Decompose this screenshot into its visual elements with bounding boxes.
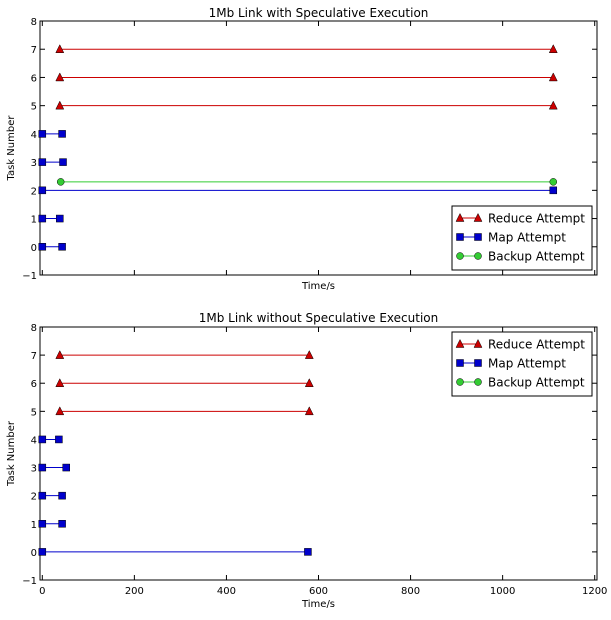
series-reduce-attempt <box>55 44 558 110</box>
square-marker <box>38 520 47 528</box>
y-tick-label: 7 <box>31 351 37 362</box>
circle-marker <box>474 252 482 260</box>
square-marker <box>549 186 558 195</box>
triangle-marker <box>55 378 65 387</box>
legend-label: Map Attempt <box>488 357 566 371</box>
square-marker <box>58 243 66 251</box>
square-marker <box>38 435 47 444</box>
square-marker <box>59 158 67 166</box>
y-tick-label: 3 <box>31 464 37 475</box>
triangle-marker <box>55 100 65 110</box>
triangle-marker <box>304 378 314 387</box>
square-marker <box>38 548 47 556</box>
y-tick-label: 8 <box>31 17 37 28</box>
square-marker <box>304 548 312 556</box>
triangle-marker <box>55 44 65 53</box>
y-tick-label: 2 <box>31 186 37 197</box>
circle-marker <box>549 178 558 186</box>
triangle-marker <box>473 338 483 348</box>
series-map-attempt <box>38 435 312 556</box>
circle-marker <box>456 378 464 386</box>
square-marker <box>456 359 464 367</box>
y-tick-label: 5 <box>31 407 37 418</box>
y-tick-label: 5 <box>31 102 37 113</box>
square-marker <box>58 520 66 528</box>
y-tick-label: 2 <box>31 492 37 503</box>
triangle-marker <box>548 100 558 110</box>
x-tick-label: 1200 <box>582 586 607 597</box>
y-tick-label: 7 <box>31 45 37 56</box>
square-marker <box>38 186 47 195</box>
series-map-attempt <box>38 130 558 251</box>
series-backup-attempt <box>56 178 558 186</box>
triangle-marker <box>304 350 314 359</box>
square-marker <box>38 243 47 251</box>
x-tick-label: 0 <box>39 586 45 597</box>
square-marker <box>474 233 482 241</box>
x-tick-label: 400 <box>217 586 236 597</box>
square-marker <box>62 463 70 472</box>
y-axis-label: Task Number <box>6 115 17 182</box>
triangle-marker <box>55 72 65 82</box>
square-marker <box>38 463 47 472</box>
square-marker <box>38 491 47 500</box>
x-tick-label: 1000 <box>490 586 515 597</box>
square-marker <box>38 158 47 166</box>
circle-marker <box>456 252 464 260</box>
triangle-marker <box>548 72 558 82</box>
circle-marker <box>56 178 65 186</box>
square-marker <box>38 214 47 223</box>
square-marker <box>38 130 47 138</box>
x-axis-label: Time/s <box>301 281 335 292</box>
triangle-marker <box>473 212 483 222</box>
legend-label: Backup Attempt <box>488 376 585 390</box>
legend-label: Reduce Attempt <box>488 212 585 226</box>
legend: Reduce Attempt Map Attempt Backup Attempt <box>451 205 593 271</box>
legend-label: Map Attempt <box>488 231 566 245</box>
y-tick-label: −1 <box>22 576 37 587</box>
square-marker <box>55 435 63 444</box>
legend-label: Reduce Attempt <box>488 338 585 352</box>
y-tick-label: 1 <box>31 520 37 531</box>
y-tick-label: 1 <box>31 215 37 226</box>
legend-label: Backup Attempt <box>488 250 585 264</box>
square-marker <box>456 233 464 241</box>
y-tick-label: −1 <box>22 271 37 282</box>
chart-panel-1: −1 0 1 2 3 4 5 6 7 8 1Mb Link with Speculative Exe… <box>6 6 598 292</box>
square-marker <box>56 214 64 223</box>
y-tick-label: 0 <box>31 548 37 559</box>
x-tick-label: 800 <box>401 586 420 597</box>
chart-title: 1Mb Link with Speculative Execution <box>209 6 429 20</box>
y-tick-label: 6 <box>31 73 37 84</box>
x-tick-label: 200 <box>125 586 144 597</box>
circle-marker <box>474 378 482 386</box>
series-reduce-attempt <box>55 350 314 416</box>
triangle-marker <box>455 212 465 222</box>
y-tick-label: 4 <box>31 130 37 141</box>
y-tick-label: 3 <box>31 158 37 169</box>
triangle-marker <box>455 338 465 348</box>
triangle-marker <box>304 406 314 416</box>
y-tick-label: 0 <box>31 243 37 254</box>
x-axis-label: Time/s <box>301 599 335 610</box>
y-tick-label: 6 <box>31 379 37 390</box>
chart-title: 1Mb Link without Speculative Execution <box>199 311 438 325</box>
y-tick-label: 8 <box>31 323 37 334</box>
square-marker <box>58 130 66 138</box>
y-axis-label: Task Number <box>6 420 17 487</box>
triangle-marker <box>55 406 65 416</box>
y-tick-label: 4 <box>31 435 37 446</box>
legend: Reduce Attempt Map Attempt Backup Attempt <box>451 331 593 397</box>
triangle-marker <box>548 44 558 53</box>
triangle-marker <box>55 350 65 359</box>
square-marker <box>58 491 66 500</box>
x-tick-label: 600 <box>309 586 328 597</box>
square-marker <box>474 359 482 367</box>
